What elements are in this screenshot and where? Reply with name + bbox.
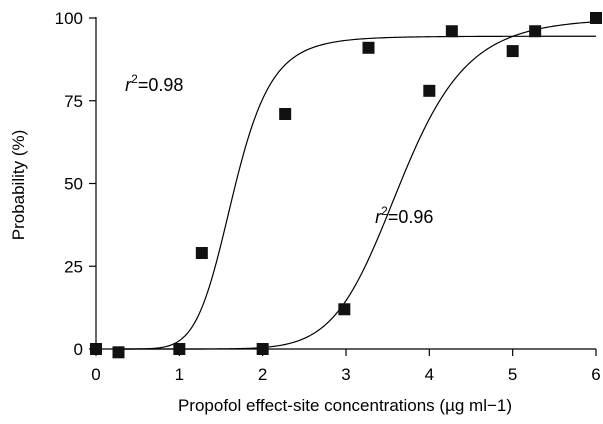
y-tick-label: 25 <box>64 257 83 276</box>
fit-curves <box>118 21 597 350</box>
axes: 0 1 2 3 4 5 6 0 25 50 75 100 <box>55 9 601 384</box>
data-point-series-1 <box>445 25 458 38</box>
data-point-series-1 <box>173 343 186 355</box>
data-point-series-1 <box>279 107 292 120</box>
data-point-series-1 <box>112 346 125 359</box>
y-tick-label: 100 <box>55 9 83 28</box>
y-tick-label: 0 <box>74 340 83 359</box>
y-tick-label: 50 <box>64 175 83 194</box>
x-tick-label: 2 <box>258 365 267 384</box>
data-point-series-2 <box>423 84 436 97</box>
x-tick-label: 6 <box>591 365 600 384</box>
x-tick-label: 0 <box>91 365 100 384</box>
data-points <box>90 12 602 359</box>
data-point-series-1 <box>90 343 102 355</box>
x-tick-label: 3 <box>341 365 350 384</box>
data-point-series-1 <box>256 343 269 355</box>
data-point-series-1 <box>362 41 375 54</box>
data-point-series-1 <box>529 25 542 38</box>
r-squared-label-1: r2=0.98 <box>125 72 183 95</box>
fit-curve-1 <box>118 35 596 350</box>
r-squared-label-2: r2=0.96 <box>375 204 433 227</box>
data-point-series-2 <box>338 303 351 316</box>
data-point-series-2 <box>506 45 519 58</box>
fit-curve-2 <box>118 21 597 350</box>
x-tick-label: 4 <box>425 365 434 384</box>
annotations: r2=0.98 r2=0.96 <box>125 72 433 227</box>
x-tick-label: 1 <box>175 365 184 384</box>
data-point-series-1 <box>590 12 602 24</box>
data-point-series-1 <box>195 247 208 260</box>
x-axis-title: Propofol effect-site concentrations (µg … <box>178 396 512 415</box>
y-axis-title: Probability (%) <box>9 130 28 241</box>
y-tick-label: 75 <box>64 92 83 111</box>
x-tick-label: 5 <box>508 365 517 384</box>
